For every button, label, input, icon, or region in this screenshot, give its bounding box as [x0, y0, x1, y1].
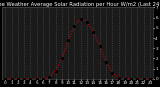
Point: [29, 78, 32, 80]
Point: [130, 78, 132, 80]
Title: Milwaukee Weather Average Solar Radiation per Hour W/m2 (Last 24 Hours): Milwaukee Weather Average Solar Radiatio…: [0, 2, 160, 7]
Point: [35, 78, 38, 80]
Point: [111, 72, 114, 73]
Point: [10, 78, 13, 80]
Point: [86, 21, 88, 22]
Point: [4, 78, 7, 80]
Point: [105, 61, 107, 62]
Point: [143, 78, 145, 80]
Point: [23, 78, 25, 80]
Point: [48, 77, 51, 78]
Point: [73, 25, 76, 27]
Point: [16, 78, 19, 80]
Point: [124, 78, 126, 79]
Point: [92, 31, 95, 33]
Point: [149, 78, 151, 80]
Point: [136, 78, 139, 80]
Point: [67, 39, 69, 41]
Point: [42, 78, 44, 79]
Point: [61, 58, 63, 59]
Point: [80, 18, 82, 19]
Point: [117, 77, 120, 78]
Point: [98, 46, 101, 47]
Point: [54, 70, 57, 71]
